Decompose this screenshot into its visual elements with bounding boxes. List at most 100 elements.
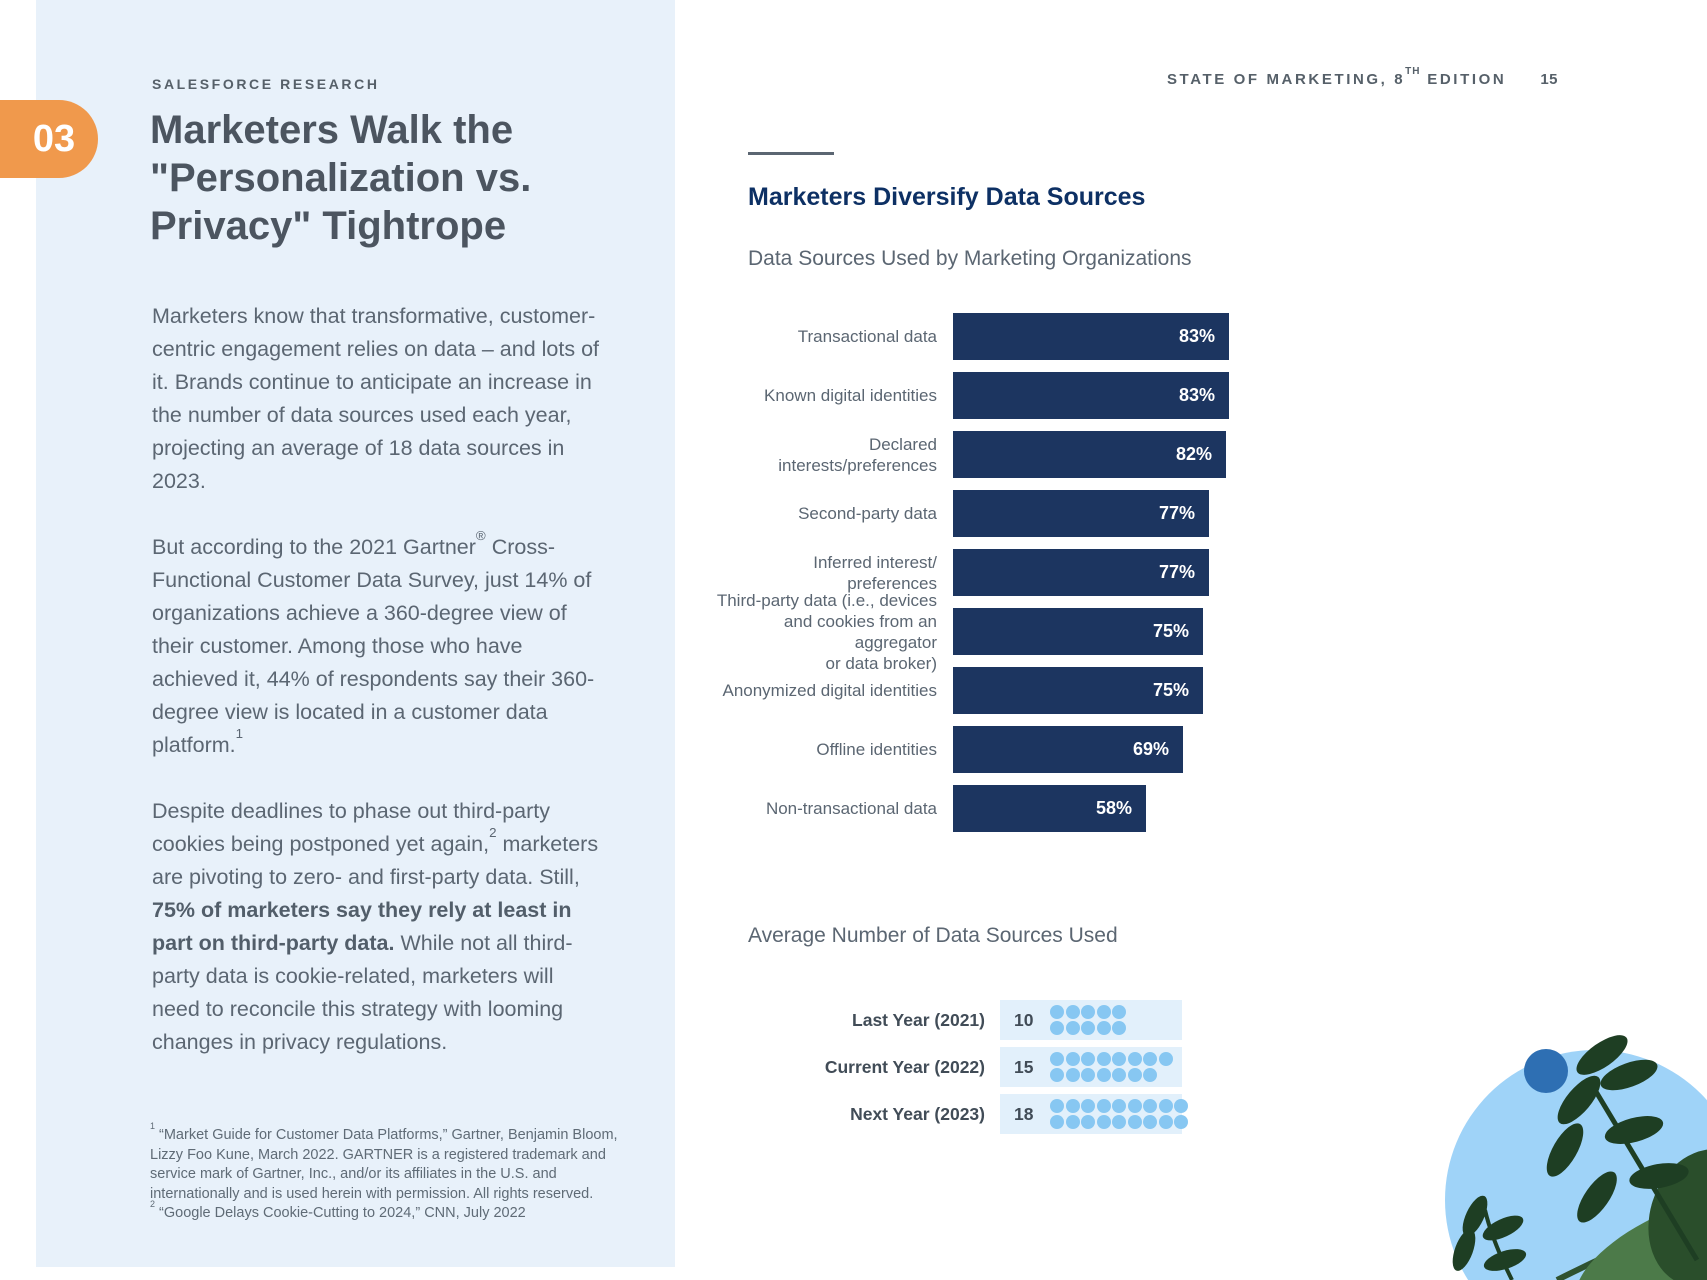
pictogram-value: 18 [1014,1103,1034,1124]
bar-row: Non-transactional data 58% [700,785,1229,832]
text-segment: Despite deadlines to phase out third-par… [152,799,550,856]
bar: 75% [953,608,1203,655]
pictogram-dot-line [1050,1052,1173,1067]
dot-icon [1112,1067,1126,1082]
dot-icon [1127,1114,1142,1129]
footnote: 2 “Google Delays Cookie-Cutting to 2024,… [150,1200,620,1224]
footnote: 1 “Market Guide for Customer Data Platfo… [150,1122,620,1204]
dot-icon [1158,1114,1173,1129]
dot-icon [1127,1099,1142,1114]
bar-value-label: 83% [1178,326,1215,346]
figure-heading: Marketers Diversify Data Sources [748,183,1146,211]
bar-category-line: preferences [847,573,937,593]
dot-icon [1050,1114,1064,1129]
page-title-line: Privacy" Tightrope [150,204,507,248]
bar-category-line: and cookies from an aggregator [783,611,937,652]
bar-value-label: 58% [1095,798,1132,818]
bar: 82% [953,431,1226,478]
dot-icon [1081,1005,1095,1020]
pictogram-dot-line [1050,1099,1188,1114]
dot-icon [1096,1067,1111,1082]
dot-icon [1081,1052,1095,1067]
pictogram-strip: 18 [1000,1094,1188,1134]
dot-icon [1174,1099,1188,1114]
dot-icon [1127,1052,1142,1067]
text-segment: Marketers know that transformative, cust… [152,304,600,493]
decorative-plant-graphic [1445,1035,1707,1280]
body-paragraph: But according to the 2021 Gartner® Cross… [152,529,604,762]
bar: 83% [953,313,1229,360]
dot-icon [1065,1020,1080,1035]
dot-icon [1065,1114,1080,1129]
dot-icon [1112,1020,1126,1035]
body-paragraph: Despite deadlines to phase out third-par… [152,795,604,1059]
text-segment: 1 [235,725,244,741]
dot-icon [1081,1020,1095,1035]
pictogram-category-label: Next Year (2023) [850,1103,985,1124]
dot-icon [1065,1005,1080,1020]
pictogram-chart: Last Year (2021) 10 Current Year (2022) 15 N… [700,1000,1188,1134]
brand-eyebrow: SALESFORCE RESEARCH [152,76,380,92]
plant-big-leaves [1555,1149,1707,1280]
dot-icon [1096,1099,1111,1114]
text-segment: “Google Delays Cookie-Cutting to 2024,” … [155,1205,526,1221]
pictogram-value: 15 [1014,1056,1034,1077]
dot-icon [1050,1005,1064,1020]
bar-row: Second-party data 77% [700,490,1229,537]
text-segment: But according to the 2021 Gartner [152,535,476,559]
text-segment: “Market Guide for Customer Data Platform… [150,1127,618,1202]
bar-value-label: 82% [1175,444,1212,464]
text-segment: 1 [150,1121,155,1132]
dot-icon [1081,1067,1095,1082]
edition-label: STATE OF MARKETING, 8TH EDITION [1166,65,1507,89]
dot-icon [1143,1067,1157,1082]
bar-row: Known digital identities 83% [700,372,1229,419]
body-copy: Marketers know that transformative, cust… [152,300,604,1092]
bar-chart: Transactional data 83% Known digital ident… [700,313,1229,832]
bar-value-label: 77% [1158,562,1195,582]
bar-category-label: Non-transactional data [700,798,937,819]
dot-icon [1050,1052,1064,1067]
bar-row: Inferred interest/preferences 77% [700,549,1229,596]
page-number: 15 [1540,71,1558,88]
bar: 83% [953,372,1229,419]
pictogram-value: 10 [1014,1009,1034,1030]
bar-category-line: Transactional data [797,327,937,346]
plant-sprig [1452,1195,1527,1280]
text-segment: 75% of marketers say they rely at least … [152,898,572,955]
dot-icon [1050,1099,1064,1114]
body-paragraph: Marketers know that transformative, cust… [152,300,604,498]
bar-category-line: Known digital identities [764,386,937,405]
text-segment: Cross-Functional Customer Data Survey, j… [152,535,595,757]
footnotes: 1 “Market Guide for Customer Data Platfo… [150,1122,620,1224]
pictogram-dots [1050,1005,1126,1035]
bar-category-label: Transactional data [700,326,937,347]
dot-icon [1065,1052,1080,1067]
dot-icon [1158,1052,1173,1067]
pictogram-strip: 15 [1000,1047,1182,1087]
chapter-number: 03 [32,117,76,160]
decorative-dot [1524,1049,1568,1093]
bar-category-line: Third-party data (i.e., devices [716,590,937,610]
bar-category-label: Third-party data (i.e., devices and cooki… [700,590,937,674]
dot-icon [1081,1099,1095,1114]
text-segment: 2 [150,1199,155,1210]
dot-icon [1096,1020,1111,1035]
bar-category-label: Second-party data [700,503,937,524]
text-segment: While not all third-party data is cookie… [152,931,573,1054]
pictogram-title: Average Number of Data Sources Used [748,924,1118,947]
bar-category-label: Inferred interest/preferences [700,552,937,594]
dot-icon [1112,1005,1126,1020]
pictogram-dots [1050,1052,1173,1082]
pictogram-category-label: Last Year (2021) [852,1009,985,1030]
bar-category-line: Non-transactional data [765,799,937,818]
bar-row: Anonymized digital identities 75% [700,667,1229,714]
dot-icon [1081,1114,1095,1129]
dot-icon [1174,1114,1188,1129]
pictogram-category-label: Current Year (2022) [824,1056,985,1077]
bar: 77% [953,490,1209,537]
dot-icon [1127,1067,1142,1082]
plant-branch [1546,1035,1700,1262]
bar-row: Declared interests/preferences 82% [700,431,1229,478]
bar-value-label: 77% [1158,503,1195,523]
